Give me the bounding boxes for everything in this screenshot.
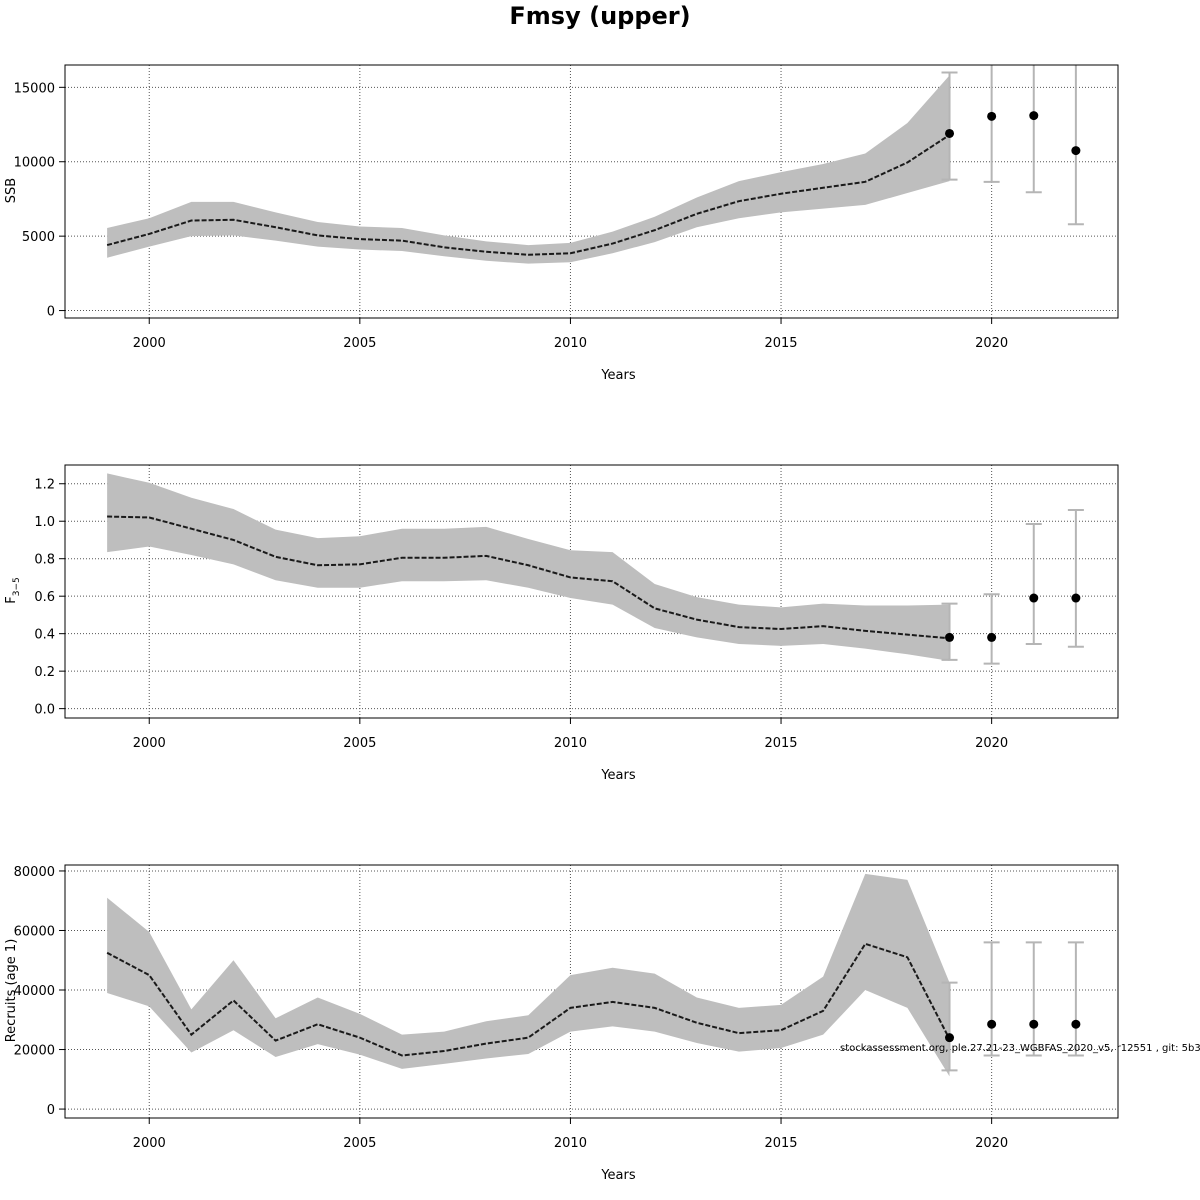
x-tick-label: 2000: [133, 736, 166, 751]
x-tick-label: 2020: [975, 736, 1008, 751]
forecast-point: [1029, 593, 1039, 603]
y-axis-label-subscript: 3−5: [12, 577, 22, 596]
y-tick-label: 0.8: [34, 553, 55, 568]
forecast-point: [1029, 111, 1039, 121]
chart-title: Fmsy (upper): [509, 2, 690, 30]
estimate-line: [106, 134, 951, 256]
x-tick-label: 2010: [554, 336, 587, 351]
chart-footnote: stockassessment.org, ple.27.21-23_WGBFAS…: [840, 1043, 1200, 1054]
forecast-point: [1029, 1019, 1039, 1029]
confidence-band: [107, 873, 950, 1077]
forecast-point: [1071, 146, 1081, 156]
forecast-point: [945, 128, 955, 138]
y-tick-label: 0.2: [34, 665, 55, 680]
plot-frame: [64, 464, 1119, 719]
panel-ssb: 2000 2005 2010 2015 2020 0 5000 10000 15000 Years…: [4, 64, 1119, 383]
x-tick-label: 2000: [133, 1136, 166, 1151]
y-tick-label: 1.2: [34, 478, 55, 493]
x-tick-label: 2020: [975, 336, 1008, 351]
forecast-point: [1071, 1019, 1081, 1029]
forecast-point: [987, 1019, 997, 1029]
x-tick-label: 2010: [554, 1136, 587, 1151]
y-tick-label: 60000: [14, 924, 55, 939]
y-tick-label: 0: [47, 305, 55, 320]
y-tick-label: 5000: [22, 230, 55, 245]
confidence-band: [107, 473, 950, 661]
x-tick-label: 2000: [133, 336, 166, 351]
x-axis-label: Years: [600, 1168, 636, 1183]
y-axis-label: Recruits (age 1): [4, 939, 19, 1043]
estimate-line: [106, 942, 951, 1057]
forecast-point: [987, 632, 997, 642]
x-tick-label: 2015: [764, 336, 797, 351]
y-tick-label: 1.0: [34, 515, 55, 530]
x-tick-label: 2005: [343, 336, 376, 351]
x-axis-label: Years: [600, 368, 636, 383]
y-tick-label: 0.4: [34, 628, 55, 643]
confidence-band: [107, 75, 950, 264]
y-tick-label: 0: [47, 1103, 55, 1118]
forecast-point: [1071, 593, 1081, 603]
panel-recruits: 2000 2005 2010 2015 2020 0 20000 40000 60000 8000…: [4, 864, 1119, 1183]
forecast-point: [987, 111, 997, 121]
estimate-line: [107, 515, 950, 640]
y-tick-label: 0.6: [34, 590, 55, 605]
x-tick-label: 2010: [554, 736, 587, 751]
x-tick-label: 2005: [343, 736, 376, 751]
x-tick-label: 2015: [764, 736, 797, 751]
y-axis-label: F3−5: [4, 577, 22, 603]
plot-frame: [64, 64, 1119, 319]
x-tick-label: 2015: [764, 1136, 797, 1151]
panel-fbar: 2000 2005 2010 2015 2020 0.0 0.2 0.4 0.6 0.8 1.0 1.…: [4, 464, 1119, 783]
y-axis-label: SSB: [4, 178, 19, 203]
y-tick-label: 15000: [14, 81, 55, 96]
forecast-point: [945, 1033, 955, 1043]
x-axis-label: Years: [600, 768, 636, 783]
y-tick-label: 0.0: [34, 703, 55, 718]
chart-panels: 2000 2005 2010 2015 2020 0 5000 10000 15000 Years…: [4, 64, 1119, 1183]
y-tick-label: 40000: [14, 984, 55, 999]
y-tick-label: 20000: [14, 1044, 55, 1059]
x-tick-label: 2005: [343, 1136, 376, 1151]
x-tick-label: 2020: [975, 1136, 1008, 1151]
y-tick-label: 80000: [14, 865, 55, 880]
y-tick-label: 10000: [14, 156, 55, 171]
plot-frame: [64, 864, 1119, 1119]
forecast-point: [945, 632, 955, 642]
